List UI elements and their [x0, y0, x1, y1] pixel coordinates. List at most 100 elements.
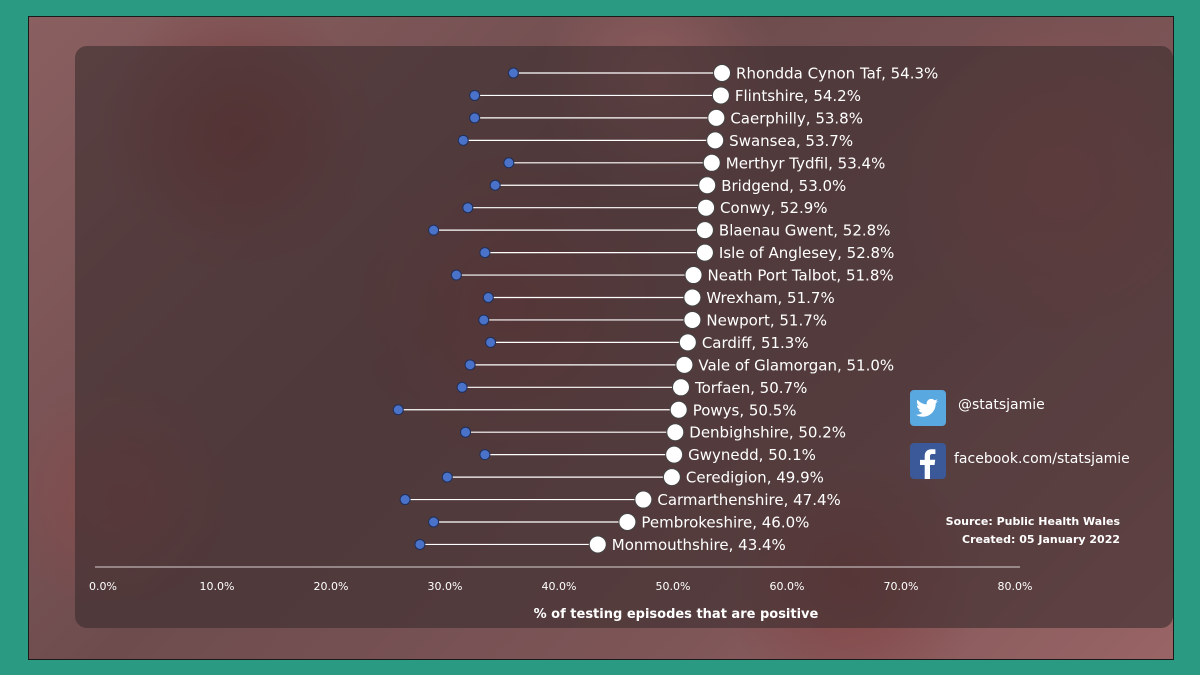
data-label: Torfaen, 50.7%	[694, 379, 807, 397]
source-credit: Source: Public Health Wales	[945, 515, 1120, 528]
start-point	[469, 112, 481, 124]
end-point	[683, 288, 702, 307]
end-point	[634, 490, 653, 509]
row-wrexham: Wrexham, 51.7%	[482, 288, 835, 307]
start-point	[464, 359, 476, 371]
chart-background	[28, 16, 1174, 660]
start-point	[441, 471, 453, 483]
end-point	[706, 131, 725, 150]
row-blaenau-gwent: Blaenau Gwent, 52.8%	[428, 221, 891, 240]
start-point	[469, 89, 481, 101]
start-point	[450, 269, 462, 281]
data-label: Wrexham, 51.7%	[706, 289, 834, 307]
chart-panel	[75, 46, 1173, 628]
data-label: Powys, 50.5%	[693, 401, 797, 419]
row-ceredigion: Ceredigion, 49.9%	[441, 468, 824, 487]
row-pembrokeshire: Pembrokeshire, 46.0%	[428, 513, 809, 532]
data-label: Flintshire, 54.2%	[735, 87, 861, 105]
row-powys: Powys, 50.5%	[392, 400, 797, 419]
start-point	[485, 336, 497, 348]
row-cardiff: Cardiff, 51.3%	[485, 333, 809, 352]
row-carmarthenshire: Carmarthenshire, 47.4%	[399, 490, 841, 509]
end-point	[665, 445, 684, 464]
end-point	[698, 176, 717, 195]
row-vale-of-glamorgan: Vale of Glamorgan, 51.0%	[464, 355, 894, 374]
data-label: Neath Port Talbot, 51.8%	[708, 267, 894, 285]
start-point	[507, 67, 519, 79]
data-label: Caerphilly, 53.8%	[730, 109, 863, 127]
created-date: Created: 05 January 2022	[962, 533, 1120, 546]
row-caerphilly: Caerphilly, 53.8%	[469, 108, 863, 127]
row-conwy: Conwy, 52.9%	[462, 198, 828, 217]
start-point	[460, 426, 472, 438]
data-label: Isle of Anglesey, 52.8%	[719, 244, 894, 262]
x-tick-label: 0.0%	[89, 580, 117, 593]
end-point	[662, 468, 681, 487]
end-point	[713, 64, 732, 82]
end-point	[697, 198, 716, 217]
facebook-icon	[910, 443, 946, 479]
data-label: Bridgend, 53.0%	[721, 177, 846, 195]
data-label: Carmarthenshire, 47.4%	[657, 491, 840, 509]
row-torfaen: Torfaen, 50.7%	[456, 378, 807, 397]
row-neath-port-talbot: Neath Port Talbot, 51.8%	[450, 266, 894, 285]
end-point	[671, 378, 690, 397]
row-rhondda-cynon-taf: Rhondda Cynon Taf, 54.3%	[507, 64, 938, 83]
data-label: Pembrokeshire, 46.0%	[641, 514, 809, 532]
row-swansea: Swansea, 53.7%	[457, 131, 853, 150]
end-point	[684, 266, 703, 285]
row-merthyr-tydfil: Merthyr Tydfil, 53.4%	[503, 153, 886, 172]
x-tick-label: 80.0%	[998, 580, 1033, 593]
start-point	[392, 404, 404, 416]
x-tick-label: 50.0%	[656, 580, 691, 593]
end-point	[707, 108, 726, 127]
x-tick-label: 70.0%	[884, 580, 919, 593]
x-tick-label: 30.0%	[428, 580, 463, 593]
row-isle-of-anglesey: Isle of Anglesey, 52.8%	[479, 243, 894, 262]
twitter-handle: @statsjamie	[958, 397, 1045, 413]
start-point	[462, 202, 474, 214]
start-point	[457, 134, 469, 146]
data-label: Blaenau Gwent, 52.8%	[719, 222, 891, 240]
data-label: Monmouthshire, 43.4%	[612, 536, 786, 554]
end-point	[588, 535, 607, 554]
data-label: Vale of Glamorgan, 51.0%	[698, 356, 894, 374]
x-tick-label: 40.0%	[542, 580, 577, 593]
data-label: Swansea, 53.7%	[729, 132, 853, 150]
x-tick-label: 20.0%	[314, 580, 349, 593]
start-point	[428, 516, 440, 528]
data-label: Ceredigion, 49.9%	[686, 469, 824, 487]
data-label: Merthyr Tydfil, 53.4%	[726, 154, 886, 172]
twitter-icon	[910, 390, 946, 426]
data-label: Conwy, 52.9%	[720, 199, 828, 217]
row-bridgend: Bridgend, 53.0%	[489, 176, 846, 195]
end-point	[711, 86, 730, 105]
end-point	[695, 243, 714, 262]
start-point	[482, 292, 494, 303]
data-label: Gwynedd, 50.1%	[688, 446, 816, 464]
start-point	[428, 224, 440, 236]
end-point	[618, 513, 637, 531]
facebook-url: facebook.com/statsjamie	[954, 451, 1130, 467]
data-label: Denbighshire, 50.2%	[689, 424, 846, 442]
start-point	[478, 314, 490, 326]
row-monmouthshire: Monmouthshire, 43.4%	[414, 535, 786, 554]
end-point	[678, 333, 697, 352]
row-flintshire: Flintshire, 54.2%	[469, 86, 861, 105]
start-point	[479, 247, 491, 259]
start-point	[456, 381, 468, 393]
row-denbighshire: Denbighshire, 50.2%	[460, 423, 846, 442]
row-newport: Newport, 51.7%	[478, 310, 827, 329]
data-label: Rhondda Cynon Taf, 54.3%	[736, 65, 938, 83]
row-gwynedd: Gwynedd, 50.1%	[479, 445, 816, 464]
end-point	[669, 400, 688, 419]
end-point	[675, 355, 694, 374]
end-point	[695, 221, 714, 240]
end-point	[666, 423, 685, 442]
start-point	[414, 538, 426, 550]
end-point	[702, 153, 721, 172]
data-label: Newport, 51.7%	[706, 311, 827, 329]
start-point	[503, 157, 515, 169]
x-tick-label: 10.0%	[200, 580, 235, 593]
